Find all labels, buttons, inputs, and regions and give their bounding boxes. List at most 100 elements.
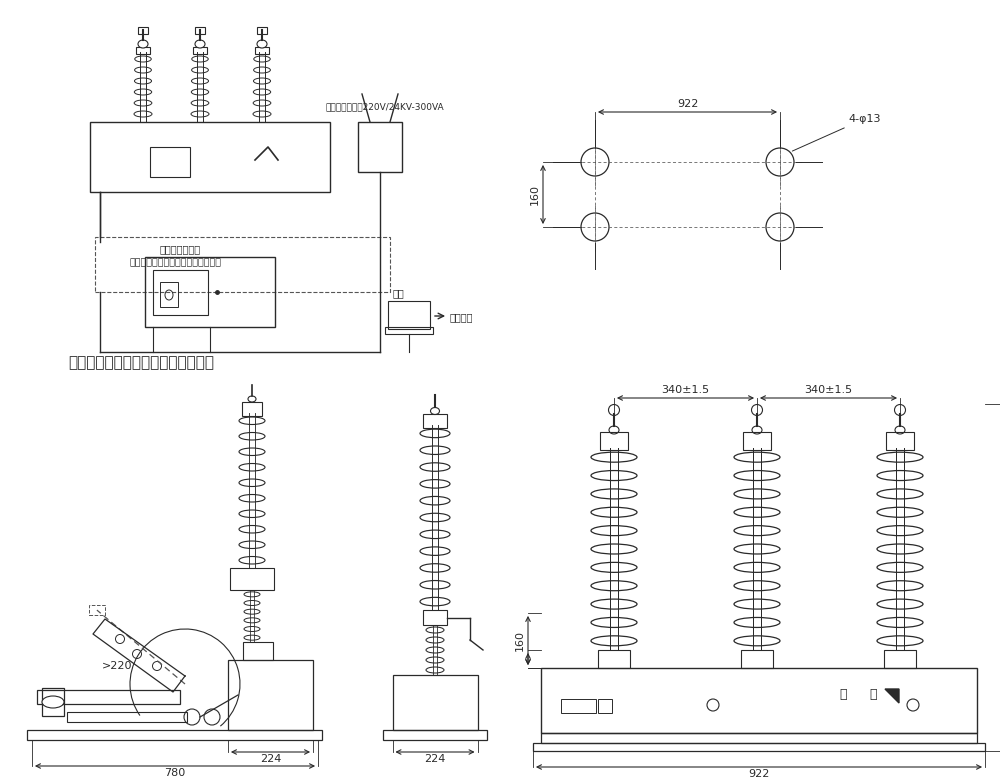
Ellipse shape — [591, 618, 637, 627]
Ellipse shape — [591, 452, 637, 462]
Ellipse shape — [135, 67, 151, 73]
Ellipse shape — [191, 78, 209, 84]
Ellipse shape — [877, 636, 923, 646]
Text: 户外重合控制器: 户外重合控制器 — [160, 244, 201, 254]
Ellipse shape — [877, 508, 923, 517]
Ellipse shape — [734, 452, 780, 462]
Bar — [153, 270, 208, 315]
Ellipse shape — [426, 637, 444, 643]
Ellipse shape — [877, 618, 923, 627]
Ellipse shape — [734, 508, 780, 517]
Bar — [195, 27, 205, 34]
Text: 4-φ13: 4-φ13 — [792, 114, 881, 151]
Ellipse shape — [134, 100, 152, 106]
Ellipse shape — [239, 417, 265, 425]
Ellipse shape — [239, 448, 265, 455]
Ellipse shape — [734, 618, 780, 627]
Ellipse shape — [420, 513, 450, 522]
Text: 922: 922 — [677, 99, 698, 109]
Ellipse shape — [253, 111, 271, 117]
Ellipse shape — [420, 429, 450, 438]
Ellipse shape — [244, 601, 260, 605]
Bar — [228, 660, 313, 730]
Ellipse shape — [239, 557, 265, 564]
Text: 分: 分 — [839, 688, 847, 701]
Ellipse shape — [254, 67, 270, 73]
Text: 上级调度: 上级调度 — [450, 312, 474, 322]
Ellipse shape — [191, 100, 209, 106]
Text: 340±1.5: 340±1.5 — [804, 385, 853, 395]
Text: 340±1.5: 340±1.5 — [661, 385, 710, 395]
Ellipse shape — [253, 78, 271, 84]
Ellipse shape — [191, 89, 209, 95]
Bar — [383, 730, 487, 740]
Ellipse shape — [877, 581, 923, 590]
Ellipse shape — [244, 618, 260, 622]
Ellipse shape — [734, 562, 780, 572]
Bar — [741, 650, 773, 668]
Ellipse shape — [420, 497, 450, 505]
Ellipse shape — [734, 471, 780, 481]
Ellipse shape — [257, 40, 267, 48]
Ellipse shape — [253, 89, 271, 95]
Ellipse shape — [734, 636, 780, 646]
Ellipse shape — [134, 111, 152, 117]
Bar — [90, 122, 330, 192]
Bar — [533, 743, 985, 751]
Text: 780: 780 — [164, 768, 186, 778]
Text: 后台: 后台 — [393, 288, 405, 298]
Ellipse shape — [244, 592, 260, 597]
Ellipse shape — [244, 609, 260, 614]
Bar — [243, 642, 273, 660]
Ellipse shape — [254, 56, 270, 62]
Ellipse shape — [239, 432, 265, 440]
Ellipse shape — [591, 544, 637, 554]
Text: 160: 160 — [530, 184, 540, 205]
Bar — [423, 414, 447, 428]
Bar — [600, 432, 628, 450]
Ellipse shape — [591, 508, 637, 517]
Ellipse shape — [192, 56, 208, 62]
Ellipse shape — [877, 526, 923, 536]
Ellipse shape — [239, 464, 265, 471]
Bar — [541, 668, 977, 733]
Ellipse shape — [877, 452, 923, 462]
Ellipse shape — [420, 547, 450, 555]
Bar — [242, 402, 262, 416]
Bar — [42, 688, 64, 716]
Bar — [27, 730, 322, 740]
Text: 户外电压互感器220V/24KV-300VA: 户外电压互感器220V/24KV-300VA — [325, 102, 444, 112]
Bar — [884, 650, 916, 668]
Text: >220: >220 — [102, 661, 132, 671]
Ellipse shape — [877, 599, 923, 609]
Bar — [423, 610, 447, 625]
Ellipse shape — [239, 510, 265, 518]
Bar — [230, 568, 274, 590]
Bar — [145, 257, 275, 327]
Ellipse shape — [134, 78, 152, 84]
Bar — [598, 699, 612, 713]
Ellipse shape — [192, 67, 208, 73]
Text: 160: 160 — [515, 630, 525, 651]
Ellipse shape — [420, 597, 450, 606]
Ellipse shape — [426, 667, 444, 673]
Bar — [886, 432, 914, 450]
Ellipse shape — [134, 89, 152, 95]
Text: 合: 合 — [869, 688, 877, 701]
Ellipse shape — [135, 56, 151, 62]
Ellipse shape — [426, 657, 444, 663]
Bar — [160, 282, 178, 307]
Ellipse shape — [591, 636, 637, 646]
Ellipse shape — [591, 562, 637, 572]
Ellipse shape — [734, 544, 780, 554]
Ellipse shape — [420, 446, 450, 454]
Bar — [561, 699, 596, 713]
Ellipse shape — [734, 526, 780, 536]
Bar — [95, 237, 390, 292]
Ellipse shape — [42, 696, 64, 708]
Ellipse shape — [420, 564, 450, 572]
Ellipse shape — [734, 599, 780, 609]
Ellipse shape — [591, 471, 637, 481]
Ellipse shape — [420, 580, 450, 589]
Ellipse shape — [877, 471, 923, 481]
